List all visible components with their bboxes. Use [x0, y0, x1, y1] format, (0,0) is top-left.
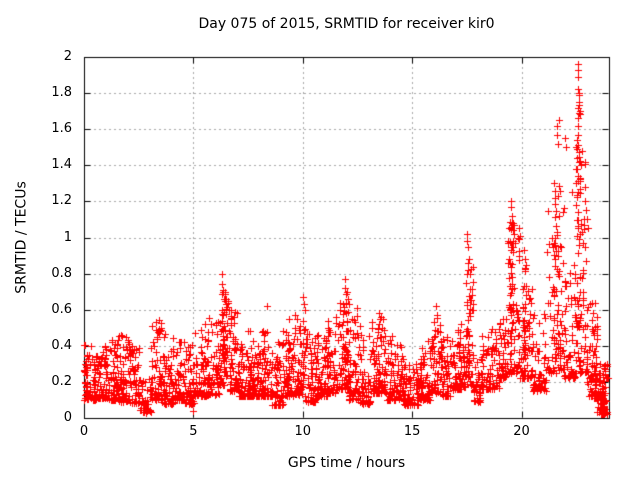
y-tick-label: 2: [63, 49, 72, 64]
y-tick-label: 0: [63, 410, 72, 425]
chart-title: Day 075 of 2015, SRMTID for receiver kir…: [198, 16, 495, 32]
y-tick-label: 0.2: [51, 373, 72, 389]
y-tick-label: 1: [63, 229, 72, 245]
x-tick-label: 0: [79, 424, 89, 439]
x-tick-label: 5: [189, 424, 198, 439]
y-tick-label: 1.8: [51, 85, 72, 101]
y-tick-label: 1.2: [51, 193, 72, 209]
y-tick-label: 0.8: [51, 265, 72, 281]
y-tick-label: 1.4: [51, 157, 72, 173]
y-tick-label: 1.6: [51, 121, 72, 137]
x-tick-label: 10: [294, 424, 312, 439]
y-tick-label: 0.6: [51, 301, 72, 317]
x-axis-label: GPS time / hours: [287, 455, 406, 471]
y-tick-label: 0.4: [51, 337, 72, 353]
x-tick-label: 15: [403, 424, 421, 439]
x-tick-label: 20: [513, 424, 530, 439]
